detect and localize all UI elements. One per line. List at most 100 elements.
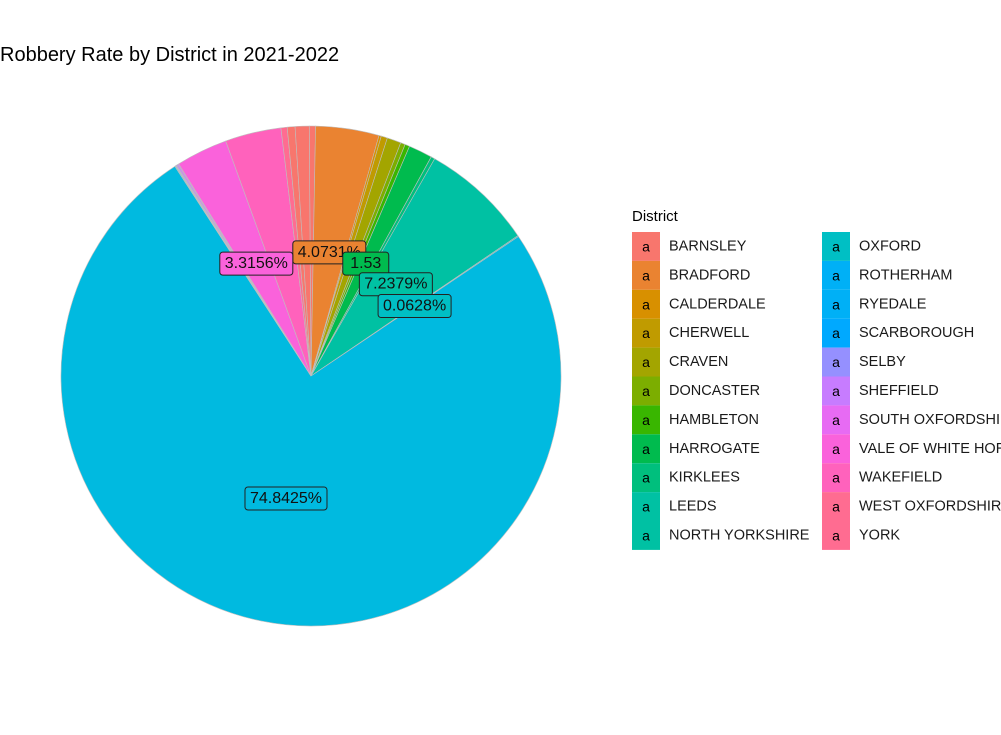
legend-key-glyph: a — [642, 412, 650, 428]
slice-labels: 4.0731%1.537.2379%0.0628%74.8425%3.3156% — [219, 240, 452, 511]
legend-item-west-oxfordshire: a WEST OXFORDSHIRE — [822, 492, 1001, 521]
legend-item-wakefield: a WAKEFIELD — [822, 463, 942, 493]
legend-title: District — [632, 208, 679, 225]
legend-item-vale-of-white-horse: a VALE OF WHITE HORSE — [822, 434, 1001, 464]
legend-label: VALE OF WHITE HORSE — [859, 441, 1001, 457]
legend-label: KIRKLEES — [669, 470, 740, 486]
slice-label-text: 74.8425% — [250, 490, 322, 507]
legend-item-barnsley: a BARNSLEY — [632, 232, 747, 261]
legend-item-kirklees: a KIRKLEES — [632, 463, 740, 493]
legend-key-glyph: a — [832, 499, 840, 515]
pie-slices — [60, 125, 562, 627]
slice-label-text: 0.0628% — [383, 298, 446, 315]
legend-item-york: a YORK — [822, 521, 900, 550]
chart-title: Robbery Rate by District in 2021-2022 — [0, 44, 339, 66]
legend-label: WAKEFIELD — [859, 470, 942, 486]
legend-item-selby: a SELBY — [822, 347, 906, 377]
legend-item-doncaster: a DONCASTER — [632, 376, 760, 406]
legend-swatch — [822, 434, 850, 464]
legend-swatch — [632, 376, 660, 406]
legend-label: HARROGATE — [669, 441, 760, 457]
legend-label: BRADFORD — [669, 267, 750, 283]
legend-label: RYEDALE — [859, 296, 927, 312]
legend-key-glyph: a — [832, 267, 840, 283]
legend-item-south-oxfordshire: a SOUTH OXFORDSHIRE — [822, 405, 1001, 435]
legend-label: ROTHERHAM — [859, 267, 952, 283]
legend-swatch — [632, 492, 660, 521]
legend-label: NORTH YORKSHIRE — [669, 527, 810, 543]
legend-label: YORK — [859, 527, 900, 543]
legend-swatch — [632, 347, 660, 377]
legend-key-glyph: a — [832, 296, 840, 312]
legend-item-cherwell: a CHERWELL — [632, 318, 749, 348]
legend-item-rotherham: a ROTHERHAM — [822, 260, 952, 290]
legend-key-glyph: a — [642, 325, 650, 341]
legend-key-glyph: a — [832, 441, 840, 457]
legend-swatch — [632, 260, 660, 290]
legend-label: CRAVEN — [669, 354, 728, 370]
legend-swatch — [632, 521, 660, 550]
legend-key-glyph: a — [832, 527, 840, 543]
slice-label-leeds: 7.2379% — [358, 272, 433, 297]
legend-key-glyph: a — [642, 441, 650, 457]
legend-label: CHERWELL — [669, 325, 749, 341]
legend-key-glyph: a — [642, 354, 650, 370]
legend-key-glyph: a — [642, 238, 650, 254]
legend-label: OXFORD — [859, 238, 921, 254]
slice-label-oxford: 74.8425% — [244, 486, 328, 511]
legend-swatch — [822, 463, 850, 493]
slice-leeds — [310, 158, 519, 377]
legend-swatch — [632, 463, 660, 493]
legend-label: LEEDS — [669, 499, 717, 515]
legend-label: BARNSLEY — [669, 238, 747, 254]
legend-label: WEST OXFORDSHIRE — [859, 499, 1001, 515]
legend-label: SELBY — [859, 354, 906, 370]
slice-label-harrogate: 1.53 — [342, 251, 390, 276]
legend-item-scarborough: a SCARBOROUGH — [822, 318, 974, 348]
legend-swatch — [632, 405, 660, 435]
legend-key-glyph: a — [642, 499, 650, 515]
legend-item-harrogate: a HARROGATE — [632, 434, 760, 464]
legend-swatch — [822, 405, 850, 435]
legend-swatch — [822, 521, 850, 550]
legend-swatch — [632, 232, 660, 261]
legend-key-glyph: a — [832, 354, 840, 370]
legend-key-glyph: a — [642, 296, 650, 312]
legend-key-glyph: a — [642, 267, 650, 283]
slice-label-south-oxfordshire: 3.3156% — [219, 251, 294, 276]
slice-label-north-yorkshire: 0.0628% — [377, 294, 452, 319]
legend-item-oxford: a OXFORD — [822, 232, 921, 261]
slice-label-text: 7.2379% — [364, 276, 427, 293]
slice-label-box — [244, 486, 328, 511]
legend-key-glyph: a — [642, 527, 650, 543]
legend-label: HAMBLETON — [669, 412, 759, 428]
legend: District a BARNSLEY a BRADFORD a CALDERDALE a C… — [632, 208, 1001, 550]
slice-label-text: 1.53 — [350, 255, 381, 272]
legend-swatch — [632, 289, 660, 319]
legend-item-sheffield: a SHEFFIELD — [822, 376, 939, 406]
slice-label-box — [219, 251, 294, 276]
legend-key-glyph: a — [832, 325, 840, 341]
legend-item-north-yorkshire: a NORTH YORKSHIRE — [632, 521, 810, 550]
legend-item-ryedale: a RYEDALE — [822, 289, 927, 319]
legend-label: DONCASTER — [669, 383, 760, 399]
legend-key-glyph: a — [832, 412, 840, 428]
legend-swatch — [822, 289, 850, 319]
legend-label: SOUTH OXFORDSHIRE — [859, 412, 1001, 428]
legend-swatch — [822, 376, 850, 406]
legend-item-leeds: a LEEDS — [632, 492, 717, 521]
slice-oxford — [60, 165, 562, 627]
legend-swatch — [632, 318, 660, 348]
legend-swatch — [822, 318, 850, 348]
legend-label: SCARBOROUGH — [859, 325, 974, 341]
legend-swatch — [822, 492, 850, 521]
legend-swatch — [822, 347, 850, 377]
legend-label: CALDERDALE — [669, 296, 766, 312]
legend-item-calderdale: a CALDERDALE — [632, 289, 766, 319]
legend-swatch — [632, 434, 660, 464]
legend-key-glyph: a — [642, 470, 650, 486]
legend-key-glyph: a — [832, 470, 840, 486]
legend-item-craven: a CRAVEN — [632, 347, 728, 377]
legend-item-hambleton: a HAMBLETON — [632, 405, 759, 435]
